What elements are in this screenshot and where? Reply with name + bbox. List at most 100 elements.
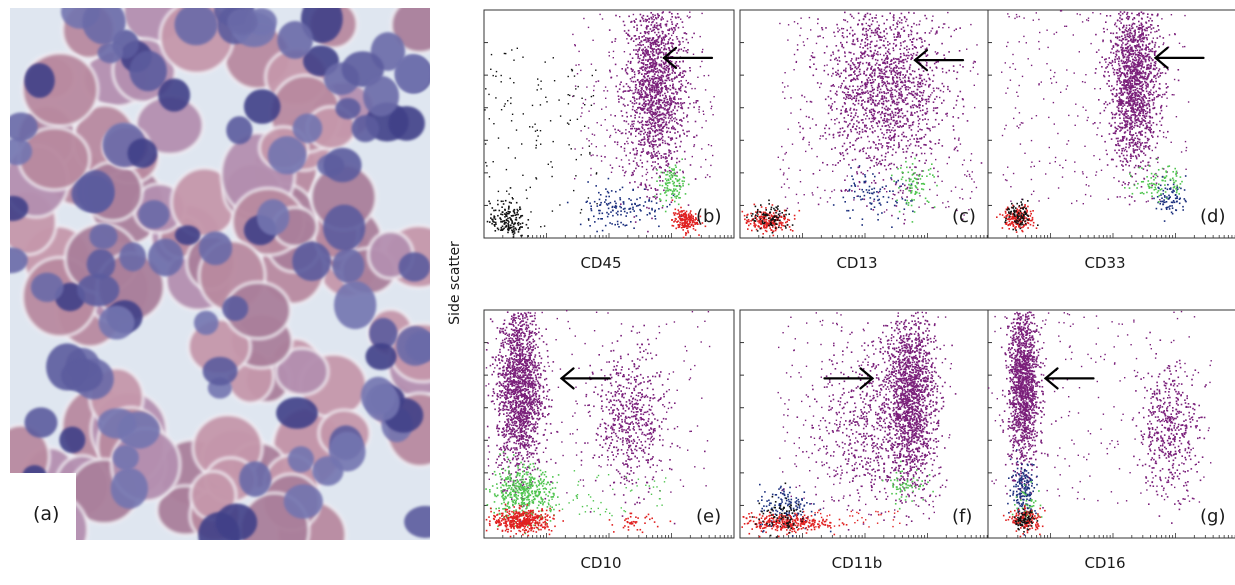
data-point [913,199,915,201]
data-point [916,38,918,41]
data-point [845,93,847,96]
data-point [857,99,860,102]
data-point [784,225,787,227]
data-point [686,115,688,118]
data-point [897,31,899,34]
data-point [890,89,892,92]
data-point [954,186,957,188]
data-point [698,108,700,111]
data-point [662,75,665,78]
data-point [852,79,854,81]
data-point [838,121,840,124]
data-point [505,225,508,228]
data-point [631,127,633,130]
data-point [655,85,657,87]
data-point [772,212,775,214]
data-point [627,90,629,92]
data-point [662,107,664,109]
data-point [650,64,652,67]
data-point [628,131,630,133]
data-point [492,74,494,77]
data-point [882,75,884,78]
data-point [643,82,645,84]
data-point [878,111,880,113]
data-point [642,20,645,22]
data-point [647,138,650,140]
data-point [851,98,853,101]
data-point [660,91,662,94]
data-point [909,187,911,189]
data-point [545,96,547,98]
data-point [671,78,673,80]
data-point [647,39,649,41]
data-point [935,61,937,64]
data-point [871,99,874,101]
data-point [667,71,670,73]
data-point [903,47,906,49]
data-point [664,142,667,145]
data-point [658,152,661,155]
data-point [680,83,683,85]
data-point [639,197,641,199]
data-point [660,106,663,109]
data-point [676,23,679,25]
data-point [889,190,891,192]
data-point [640,182,642,184]
data-point [876,195,879,198]
data-point [669,177,672,179]
data-point [647,60,649,62]
data-point [911,104,914,107]
x-axis-label: CD45 [580,254,621,272]
data-point [672,70,674,72]
data-point [710,164,712,167]
data-point [640,68,643,70]
data-point [910,124,912,127]
data-point [652,64,654,66]
data-point [612,214,614,217]
data-point [923,143,925,146]
data-point [929,147,931,149]
data-point [918,104,920,107]
data-point [684,212,687,215]
data-point [796,49,799,51]
data-point [658,69,661,71]
data-point [784,196,787,198]
data-point [693,102,695,104]
data-point [886,32,888,35]
data-point [887,124,890,127]
data-point [671,42,673,44]
data-point [862,173,864,175]
data-point [864,45,866,47]
data-point [959,27,961,29]
data-point [788,226,791,228]
data-point [669,73,671,76]
data-point [871,192,874,195]
data-point [658,176,660,179]
data-point [865,74,868,76]
data-point [856,131,859,134]
data-point [795,60,798,63]
data-point [690,216,693,219]
data-point [918,100,921,102]
data-point [775,211,777,214]
data-point [612,125,614,127]
data-point [656,189,659,191]
data-point [762,233,764,235]
data-point [662,11,664,13]
data-point [879,75,881,77]
data-point [640,87,643,90]
data-point [614,115,616,117]
data-point [854,139,857,142]
data-point [685,214,688,217]
data-point [772,219,774,221]
data-point [824,127,826,130]
data-point [856,75,858,77]
data-point [662,67,664,70]
data-point [639,42,641,44]
data-point [675,137,678,139]
data-point [655,144,657,146]
data-point [666,173,669,176]
data-point [663,44,665,47]
data-point [774,226,777,228]
data-point [862,107,864,110]
